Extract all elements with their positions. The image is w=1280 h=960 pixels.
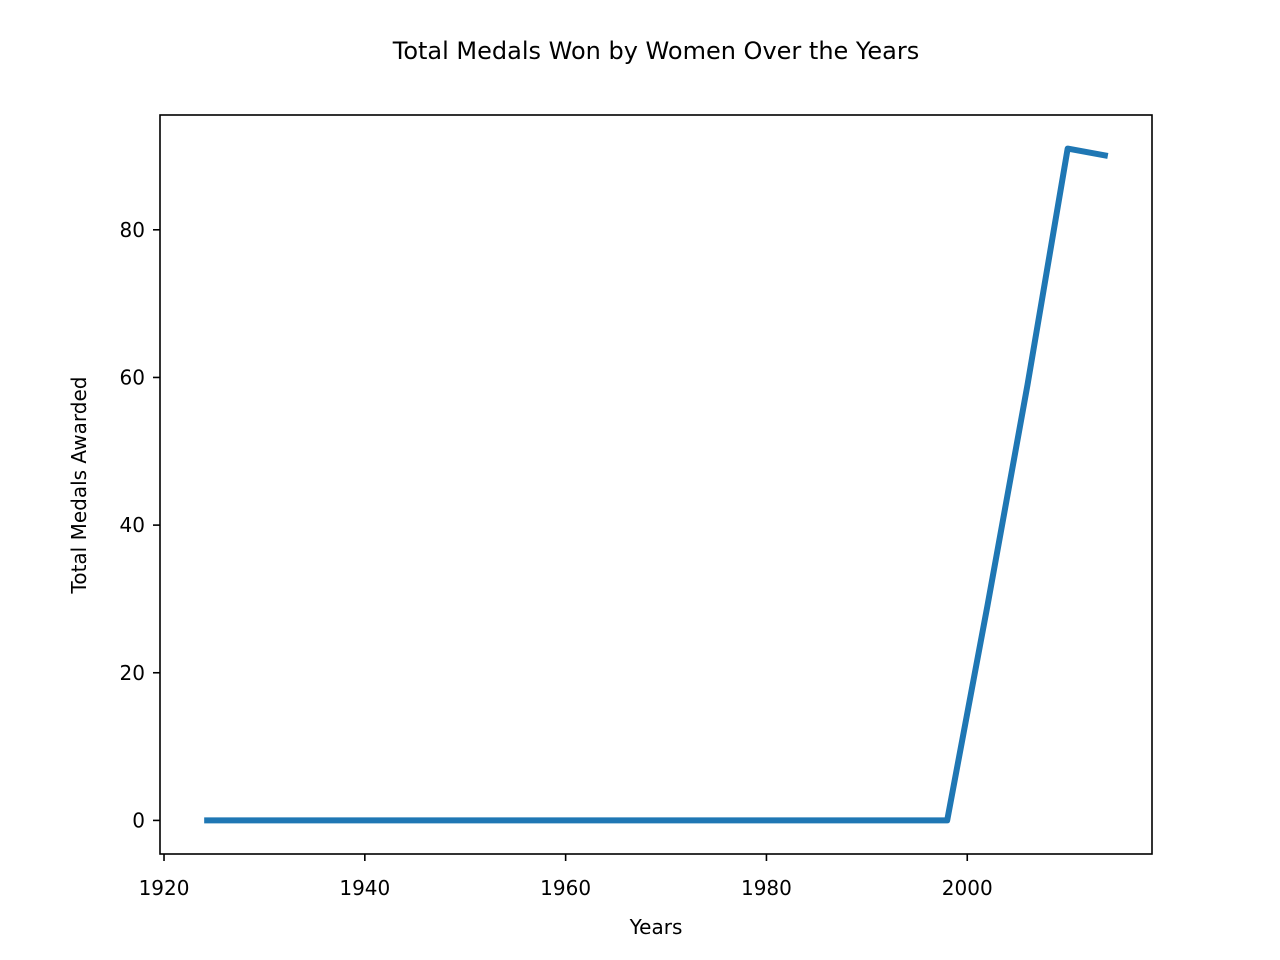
series-line xyxy=(204,145,1109,824)
y-tick-label: 60 xyxy=(120,365,145,389)
x-tick-label: 1920 xyxy=(139,876,190,900)
y-axis-label: Total Medals Awarded xyxy=(67,377,91,595)
x-tick-label: 1940 xyxy=(339,876,390,900)
y-axis: 0 20 40 60 80 xyxy=(120,218,160,832)
x-tick-label: 2000 xyxy=(942,876,993,900)
y-tick-label: 20 xyxy=(120,661,145,685)
x-tick-label: 1980 xyxy=(741,876,792,900)
chart-title: Total Medals Won by Women Over the Years xyxy=(392,37,920,65)
series-layer xyxy=(204,145,1109,824)
y-tick-label: 0 xyxy=(132,808,145,832)
x-tick-label: 1960 xyxy=(540,876,591,900)
axes-frame xyxy=(159,114,1153,855)
x-axis: 1920 1940 1960 1980 2000 xyxy=(139,854,993,900)
y-tick-label: 40 xyxy=(120,513,145,537)
x-axis-label: Years xyxy=(629,915,683,939)
y-tick-label: 80 xyxy=(120,218,145,242)
plot-area xyxy=(159,114,1153,855)
